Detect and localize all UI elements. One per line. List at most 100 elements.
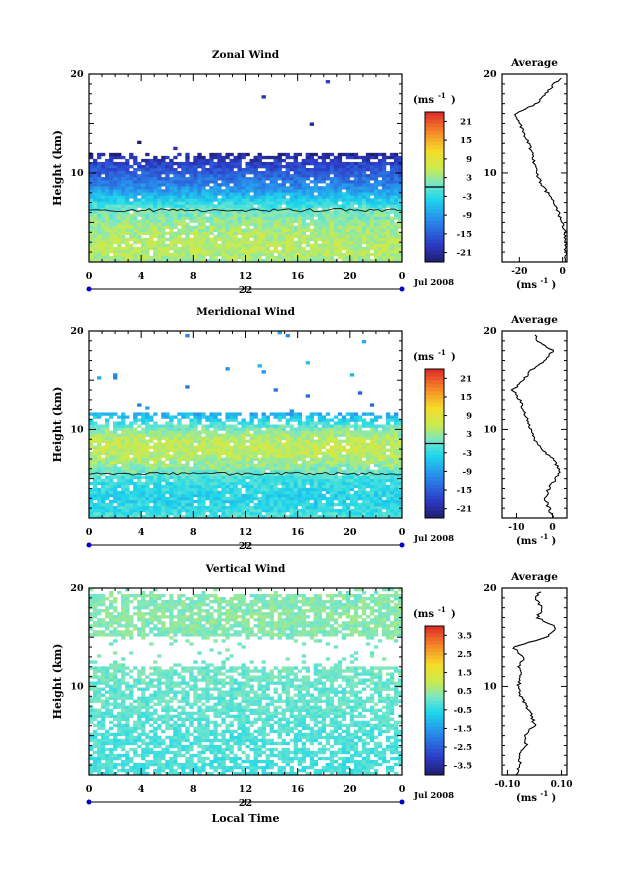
- heatmap-cell: [369, 490, 375, 495]
- heatmap-cell: [105, 216, 110, 220]
- heatmap-cell: [89, 174, 94, 178]
- heatmap-cell: [189, 255, 194, 260]
- heatmap-cell: [153, 222, 158, 226]
- heatmap-cell: [113, 433, 118, 437]
- heatmap-cell: [97, 228, 102, 232]
- heatmap-cell: [189, 433, 194, 437]
- heatmap-cell: [141, 168, 146, 172]
- heatmap-cell: [385, 442, 391, 446]
- heatmap-cell: [361, 216, 367, 220]
- heatmap-cell: [329, 469, 335, 474]
- heatmap-cell: [93, 213, 98, 217]
- heatmap-cell: [157, 213, 162, 217]
- heatmap-cell: [353, 463, 359, 468]
- heatmap-cell: [281, 186, 286, 190]
- heatmap-cell: [101, 237, 106, 242]
- heatmap-cell: [197, 225, 202, 229]
- heatmap-cell: [137, 231, 142, 236]
- heatmap-cell: [165, 243, 170, 248]
- heatmap-cell: [221, 201, 226, 205]
- heatmap-cell: [381, 189, 387, 193]
- heatmap-cell: [145, 442, 150, 446]
- heatmap-cell: [161, 180, 166, 184]
- heatmap-cell: [169, 258, 174, 263]
- heatmap-cell: [197, 231, 202, 236]
- heatmap-cell: [385, 490, 391, 495]
- heatmap-cell: [377, 237, 383, 242]
- heatmap-cell: [357, 436, 363, 440]
- heatmap-cell: [217, 228, 222, 232]
- heatmap-cell: [357, 469, 363, 474]
- heatmap-cell: [193, 219, 198, 223]
- heatmap-cell: [117, 496, 122, 501]
- heatmap-cell: [213, 237, 218, 242]
- heatmap-cell: [273, 484, 278, 489]
- heatmap-cell: [177, 496, 182, 501]
- heatmap-cell: [173, 475, 178, 480]
- heatmap-cell: [361, 442, 367, 446]
- heatmap-cell: [177, 472, 182, 477]
- heatmap-cell: [125, 246, 130, 251]
- heatmap-cell: [381, 204, 387, 208]
- heatmap-cell: [221, 158, 226, 163]
- heatmap-cell: [257, 433, 262, 437]
- heatmap-cell: [113, 493, 118, 498]
- heatmap-cell: [137, 430, 142, 434]
- heatmap-cell: [157, 496, 162, 501]
- heatmap-cell: [97, 427, 102, 431]
- heatmap-cell: [333, 174, 339, 178]
- heatmap-cell: [249, 451, 254, 455]
- heatmap-cell: [329, 216, 335, 220]
- heatmap-cell: [117, 249, 122, 254]
- heatmap-cell: [137, 457, 142, 461]
- heatmap-cell: [137, 240, 142, 245]
- heatmap-cell: [309, 457, 315, 461]
- heatmap-cell: [97, 183, 102, 187]
- heatmap-cell: [149, 493, 154, 498]
- heatmap-cell: [361, 174, 367, 178]
- heatmap-cell: [269, 487, 274, 492]
- heatmap-cell: [273, 180, 278, 184]
- heatmap-cell: [149, 171, 154, 175]
- heatmap-cell: [105, 496, 110, 501]
- heatmap-cell: [177, 234, 182, 239]
- heatmap-cell: [193, 228, 198, 232]
- heatmap-cell: [225, 198, 230, 202]
- heatmap-cell: [281, 460, 286, 465]
- heatmap-cell: [125, 484, 130, 489]
- heatmap-cell: [301, 168, 306, 172]
- heatmap-cell: [217, 177, 222, 181]
- heatmap-cell: [309, 252, 315, 257]
- heatmap-cell: [193, 469, 198, 474]
- heatmap-cell: [353, 252, 359, 257]
- heatmap-cell: [365, 219, 371, 223]
- heatmap-cell: [177, 481, 182, 486]
- heatmap-cell: [233, 234, 238, 239]
- heatmap-cell: [313, 195, 319, 199]
- heatmap-cell: [125, 457, 130, 461]
- heatmap-cell: [389, 430, 395, 434]
- heatmap-cell: [293, 502, 298, 507]
- heatmap-cell: [297, 451, 302, 455]
- heatmap-cell: [141, 219, 146, 223]
- heatmap-cell: [189, 511, 194, 516]
- heatmap-cell: [117, 246, 122, 251]
- heatmap-cell: [313, 496, 319, 501]
- heatmap-cell: [361, 225, 367, 229]
- heatmap-cell: [213, 195, 218, 199]
- heatmap-cell: [329, 228, 335, 232]
- heatmap-cell: [245, 195, 250, 199]
- heatmap-cell: [241, 463, 246, 468]
- heatmap-cell: [349, 246, 355, 251]
- heatmap-cell: [193, 161, 198, 166]
- heatmap-cell: [137, 228, 142, 232]
- heatmap-cell: [193, 457, 198, 461]
- heatmap-cell: [217, 484, 222, 489]
- heatmap-cell: [337, 158, 343, 163]
- heatmap-cell: [141, 177, 146, 181]
- heatmap-cell: [361, 164, 367, 169]
- heatmap-cell: [101, 207, 106, 211]
- heatmap-cell: [261, 228, 266, 232]
- heatmap-cell: [169, 454, 174, 458]
- heatmap-cell: [333, 258, 339, 263]
